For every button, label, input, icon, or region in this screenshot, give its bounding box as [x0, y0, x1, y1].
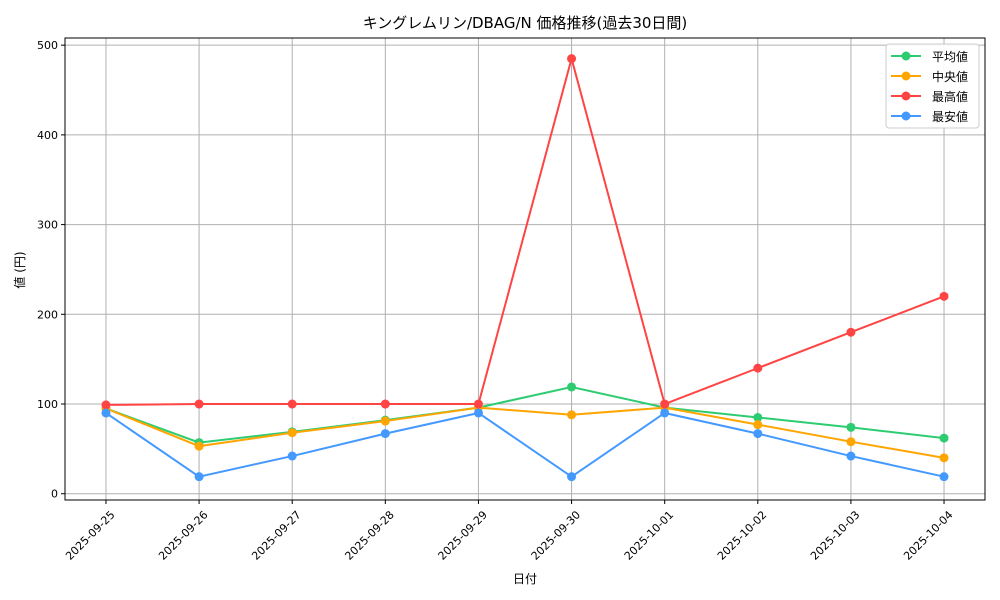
data-point — [194, 441, 204, 451]
legend-marker — [901, 91, 911, 101]
legend-label: 平均値 — [932, 49, 968, 64]
series-line — [105, 406, 945, 459]
data-point — [753, 412, 763, 422]
series-0 — [101, 382, 949, 448]
y-axis-label: 値 (円) — [12, 251, 27, 288]
data-point — [567, 472, 577, 482]
data-point — [567, 54, 577, 64]
data-point — [939, 433, 949, 443]
plot-frame — [64, 37, 986, 501]
data-point — [753, 429, 763, 439]
y-tick-label: 100 — [37, 398, 58, 411]
x-tick-label: 2025-10-02 — [715, 508, 769, 562]
x-tick-label: 2025-09-28 — [342, 508, 396, 562]
data-point — [846, 327, 856, 337]
y-tick-label: 300 — [37, 219, 58, 232]
x-tick-label: 2025-09-25 — [63, 508, 117, 562]
data-point — [473, 399, 483, 409]
data-point — [939, 472, 949, 482]
series-2 — [101, 54, 949, 410]
legend-marker — [901, 51, 911, 61]
data-point — [939, 453, 949, 463]
data-point — [101, 400, 111, 410]
legend-label: 最高値 — [932, 89, 968, 104]
data-point — [287, 399, 297, 409]
chart-title: キングレムリン/DBAG/N 価格推移(過去30日間) — [363, 14, 688, 32]
data-point — [380, 416, 390, 426]
legend-box — [885, 43, 980, 129]
data-point — [846, 451, 856, 461]
data-point — [567, 382, 577, 392]
y-tick-label: 200 — [37, 308, 58, 321]
data-point — [660, 399, 670, 409]
data-point — [101, 408, 111, 418]
y-tick-label: 400 — [37, 129, 58, 142]
data-point — [380, 399, 390, 409]
x-tick-label: 2025-10-04 — [901, 508, 955, 562]
x-tick-label: 2025-09-26 — [156, 508, 210, 562]
data-point — [660, 408, 670, 418]
series-3 — [101, 408, 949, 482]
series-1 — [101, 403, 949, 463]
data-point — [846, 437, 856, 447]
data-point — [194, 399, 204, 409]
x-tick-label: 2025-09-29 — [436, 508, 490, 562]
legend-label: 中央値 — [932, 69, 968, 84]
legend-marker — [901, 71, 911, 81]
data-point — [380, 429, 390, 439]
x-tick-label: 2025-09-30 — [529, 508, 583, 562]
x-tick-label: 2025-10-01 — [622, 508, 676, 562]
series-line — [105, 54, 945, 406]
data-point — [939, 291, 949, 301]
x-tick-label: 2025-09-27 — [249, 508, 303, 562]
legend-label: 最安値 — [932, 109, 968, 124]
y-tick-label: 500 — [37, 39, 58, 52]
data-point — [753, 363, 763, 373]
x-tick-label: 2025-10-03 — [808, 508, 862, 562]
data-point — [194, 472, 204, 482]
data-point — [567, 410, 577, 420]
data-point — [287, 451, 297, 461]
data-point — [287, 428, 297, 438]
series-line — [105, 411, 945, 478]
series-line — [105, 385, 945, 444]
data-point — [753, 420, 763, 430]
data-point — [473, 408, 483, 418]
y-tick-label: 0 — [51, 488, 58, 501]
x-axis-label: 日付 — [513, 572, 537, 586]
data-point — [846, 422, 856, 432]
legend-marker — [901, 111, 911, 121]
